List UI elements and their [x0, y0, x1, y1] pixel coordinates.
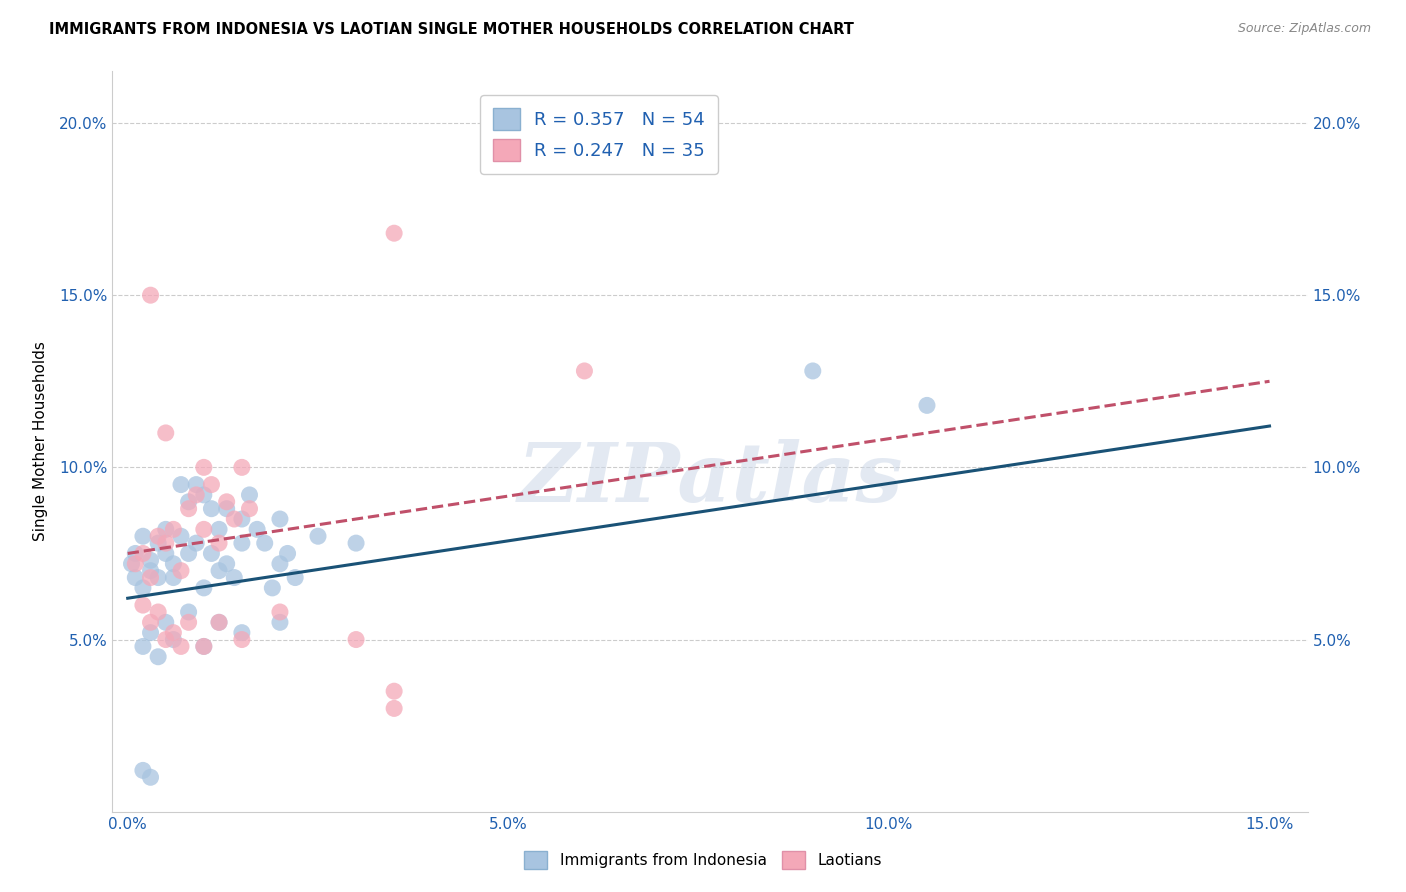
- Point: [132, 581, 155, 595]
- Point: [193, 460, 215, 475]
- Y-axis label: Single Mother Households: Single Mother Households: [34, 342, 48, 541]
- Point: [155, 546, 177, 560]
- Point: [177, 501, 200, 516]
- Point: [162, 632, 184, 647]
- Point: [170, 564, 193, 578]
- Point: [344, 536, 367, 550]
- Point: [155, 536, 177, 550]
- Point: [170, 529, 193, 543]
- Point: [208, 522, 231, 536]
- Point: [215, 495, 238, 509]
- Point: [269, 557, 291, 571]
- Point: [277, 546, 299, 560]
- Point: [224, 512, 246, 526]
- Point: [146, 649, 169, 664]
- Point: [382, 226, 405, 240]
- Point: [215, 557, 238, 571]
- Point: [186, 488, 208, 502]
- Point: [801, 364, 824, 378]
- Point: [307, 529, 329, 543]
- Point: [231, 512, 253, 526]
- Point: [177, 605, 200, 619]
- Point: [253, 536, 276, 550]
- Point: [132, 764, 155, 778]
- Point: [139, 625, 162, 640]
- Point: [915, 398, 938, 412]
- Point: [238, 488, 260, 502]
- Point: [132, 546, 155, 560]
- Text: IMMIGRANTS FROM INDONESIA VS LAOTIAN SINGLE MOTHER HOUSEHOLDS CORRELATION CHART: IMMIGRANTS FROM INDONESIA VS LAOTIAN SIN…: [49, 22, 853, 37]
- Point: [193, 522, 215, 536]
- Point: [231, 460, 253, 475]
- Point: [231, 632, 253, 647]
- Point: [139, 770, 162, 784]
- Point: [132, 598, 155, 612]
- Point: [132, 640, 155, 654]
- Point: [269, 512, 291, 526]
- Point: [124, 570, 146, 584]
- Point: [208, 564, 231, 578]
- Point: [231, 536, 253, 550]
- Point: [262, 581, 284, 595]
- Point: [170, 640, 193, 654]
- Point: [139, 288, 162, 302]
- Point: [186, 477, 208, 491]
- Point: [170, 477, 193, 491]
- Point: [382, 701, 405, 715]
- Point: [146, 529, 169, 543]
- Point: [231, 625, 253, 640]
- Point: [284, 570, 307, 584]
- Point: [382, 684, 405, 698]
- Point: [269, 605, 291, 619]
- Point: [124, 546, 146, 560]
- Point: [146, 570, 169, 584]
- Point: [162, 625, 184, 640]
- Point: [139, 564, 162, 578]
- Legend: Immigrants from Indonesia, Laotians: Immigrants from Indonesia, Laotians: [519, 845, 887, 875]
- Point: [344, 632, 367, 647]
- Point: [193, 640, 215, 654]
- Text: ZIPatlas: ZIPatlas: [517, 439, 903, 518]
- Point: [574, 364, 596, 378]
- Point: [162, 557, 184, 571]
- Point: [139, 615, 162, 630]
- Point: [177, 495, 200, 509]
- Point: [155, 425, 177, 440]
- Point: [208, 615, 231, 630]
- Point: [193, 488, 215, 502]
- Point: [224, 570, 246, 584]
- Point: [155, 522, 177, 536]
- Point: [177, 546, 200, 560]
- Point: [200, 477, 222, 491]
- Point: [177, 615, 200, 630]
- Point: [155, 615, 177, 630]
- Point: [162, 522, 184, 536]
- Point: [124, 557, 146, 571]
- Point: [139, 553, 162, 567]
- Point: [200, 501, 222, 516]
- Point: [139, 570, 162, 584]
- Point: [193, 640, 215, 654]
- Text: Source: ZipAtlas.com: Source: ZipAtlas.com: [1237, 22, 1371, 36]
- Legend: R = 0.357   N = 54, R = 0.247   N = 35: R = 0.357 N = 54, R = 0.247 N = 35: [479, 95, 717, 174]
- Point: [200, 546, 222, 560]
- Point: [162, 570, 184, 584]
- Point: [155, 632, 177, 647]
- Point: [238, 501, 260, 516]
- Point: [208, 615, 231, 630]
- Point: [146, 536, 169, 550]
- Point: [146, 605, 169, 619]
- Point: [193, 581, 215, 595]
- Point: [186, 536, 208, 550]
- Point: [215, 501, 238, 516]
- Point: [208, 536, 231, 550]
- Point: [132, 529, 155, 543]
- Point: [269, 615, 291, 630]
- Point: [246, 522, 269, 536]
- Point: [121, 557, 143, 571]
